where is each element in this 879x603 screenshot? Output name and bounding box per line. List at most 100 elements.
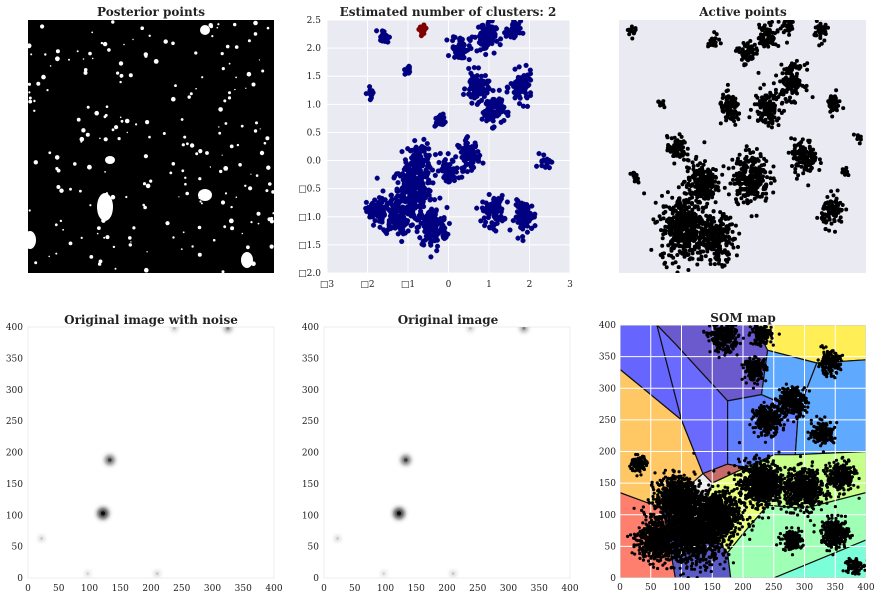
active-point bbox=[739, 181, 744, 186]
active-point bbox=[678, 250, 683, 255]
posterior-hole bbox=[132, 226, 136, 230]
cluster-point bbox=[504, 199, 510, 205]
x-tick-labels: 0 50 100 150 200 250 300 350 400 bbox=[321, 584, 579, 594]
cluster-point bbox=[399, 149, 405, 155]
active-point bbox=[679, 215, 684, 220]
som-point bbox=[705, 561, 709, 565]
active-point bbox=[719, 105, 724, 110]
active-point bbox=[740, 47, 745, 52]
active-point bbox=[749, 164, 754, 169]
posterior-hole bbox=[48, 151, 52, 155]
x-tick-label: 150 bbox=[112, 584, 129, 594]
active-point bbox=[752, 192, 757, 197]
cluster-point bbox=[397, 226, 404, 233]
cluster-point bbox=[515, 198, 521, 204]
posterior-hole bbox=[36, 81, 41, 86]
active-point bbox=[706, 194, 711, 199]
cluster-point bbox=[460, 91, 467, 97]
active-point bbox=[758, 86, 763, 91]
active-point bbox=[781, 77, 786, 82]
active-point bbox=[703, 159, 707, 164]
active-point bbox=[737, 152, 742, 157]
active-point bbox=[696, 257, 701, 262]
active-point bbox=[687, 237, 692, 242]
cluster-point bbox=[440, 235, 447, 241]
active-point bbox=[632, 173, 637, 178]
cluster-point bbox=[368, 202, 375, 208]
posterior-hole bbox=[62, 228, 64, 231]
active-point bbox=[760, 114, 765, 119]
posterior-hole bbox=[248, 186, 253, 191]
cluster-point bbox=[485, 215, 491, 221]
active-point bbox=[715, 249, 720, 254]
posterior-hole bbox=[114, 267, 117, 270]
y-tick-label: 200 bbox=[6, 449, 23, 459]
cluster-point bbox=[464, 134, 471, 140]
cluster-point bbox=[529, 225, 535, 231]
posterior-hole bbox=[111, 128, 115, 132]
active-point bbox=[677, 132, 682, 137]
posterior-hole bbox=[171, 41, 175, 46]
active-point bbox=[746, 189, 751, 194]
cluster-point bbox=[445, 231, 451, 237]
active-point bbox=[705, 201, 710, 206]
posterior-hole bbox=[205, 151, 209, 155]
cluster-point bbox=[363, 91, 369, 97]
active-point bbox=[747, 115, 752, 120]
active-point bbox=[688, 184, 693, 188]
x-tick-label: 0 bbox=[446, 280, 452, 290]
cluster-point bbox=[402, 157, 408, 163]
active-point bbox=[716, 242, 721, 247]
active-point bbox=[766, 111, 771, 115]
active-point bbox=[731, 245, 736, 250]
posterior-hole bbox=[85, 132, 90, 137]
intensity-peak bbox=[100, 511, 106, 516]
active-point bbox=[676, 219, 680, 223]
active-point bbox=[628, 171, 633, 176]
active-point bbox=[759, 32, 763, 37]
som-point bbox=[690, 558, 694, 562]
intensity-peak bbox=[336, 537, 339, 540]
active-point bbox=[730, 157, 735, 162]
active-point bbox=[785, 24, 790, 29]
active-point bbox=[794, 163, 799, 168]
intensity-peak bbox=[382, 572, 385, 575]
active-point bbox=[667, 228, 672, 233]
posterior-hole bbox=[266, 26, 270, 30]
cluster-point bbox=[376, 195, 382, 201]
active-point bbox=[723, 101, 728, 106]
som-point bbox=[692, 567, 697, 571]
active-point bbox=[784, 66, 789, 71]
active-point bbox=[685, 146, 690, 151]
posterior-hole bbox=[195, 87, 197, 90]
active-point bbox=[781, 88, 785, 93]
active-point bbox=[674, 224, 678, 229]
cluster-point bbox=[478, 218, 484, 224]
posterior-hole bbox=[244, 184, 247, 187]
active-point bbox=[708, 262, 713, 266]
active-point bbox=[693, 219, 698, 224]
cluster-point bbox=[463, 161, 469, 167]
x-tick-label: 3 bbox=[567, 280, 573, 290]
active-point bbox=[814, 20, 819, 23]
active-point bbox=[713, 200, 718, 205]
active-point bbox=[665, 190, 670, 195]
active-point bbox=[765, 175, 769, 180]
cluster-point bbox=[428, 254, 434, 260]
active-point bbox=[748, 186, 753, 191]
active-point bbox=[688, 256, 693, 261]
cluster-point bbox=[406, 66, 412, 72]
active-point bbox=[788, 77, 793, 82]
posterior-hole bbox=[49, 65, 52, 67]
cluster-point bbox=[502, 216, 508, 222]
cluster-point bbox=[445, 151, 451, 157]
active-point bbox=[722, 185, 727, 190]
som-point bbox=[724, 556, 728, 560]
posterior-hole bbox=[201, 76, 204, 79]
posterior-hole bbox=[261, 69, 265, 73]
posterior-hole bbox=[224, 192, 228, 195]
active-point bbox=[770, 103, 775, 108]
posterior-hole bbox=[98, 259, 103, 264]
cluster-point bbox=[450, 158, 456, 164]
active-point bbox=[834, 104, 839, 109]
